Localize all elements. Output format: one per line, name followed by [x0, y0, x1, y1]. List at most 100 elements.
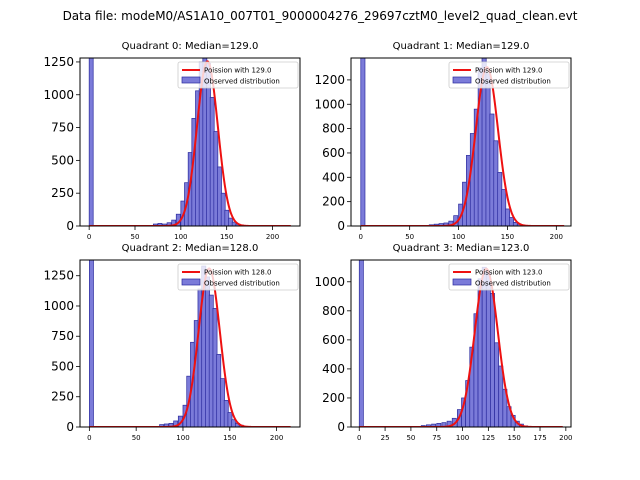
x-tick-label: 50 — [406, 434, 415, 442]
y-tick-label: 0 — [337, 219, 345, 233]
y-tick-label: 600 — [322, 333, 345, 347]
y-tick-label: 400 — [322, 362, 345, 376]
x-tick-label: 0 — [87, 233, 91, 241]
legend-box — [448, 61, 570, 89]
y-tick-label: 500 — [51, 359, 74, 373]
histogram-bar — [489, 113, 495, 226]
subplot-title: Quadrant 2: Median=128.0 — [122, 243, 259, 254]
y-tick-label: 250 — [51, 390, 74, 404]
y-tick-label: 250 — [51, 186, 74, 200]
axes-frame — [79, 57, 301, 227]
histogram-bar — [358, 260, 364, 427]
legend-label-observed: Observed distribution — [475, 78, 551, 86]
x-tick-label: 50 — [405, 233, 414, 241]
y-tick-label: 1250 — [43, 55, 74, 69]
histogram-bar — [443, 222, 449, 226]
histogram-bar — [485, 272, 491, 427]
y-tick-label: 0 — [66, 420, 74, 434]
subplot-quadrant-0: Quadrant 0: Median=129.00250500750100012… — [43, 41, 301, 241]
poisson-curve — [89, 60, 291, 226]
y-tick-label: 800 — [322, 122, 345, 136]
legend-box — [177, 61, 299, 89]
x-tick-label: 100 — [174, 233, 187, 241]
x-tick-label: 100 — [452, 233, 465, 241]
histogram-bar — [494, 342, 500, 427]
histogram-bar — [88, 58, 94, 226]
y-tick-label: 400 — [322, 170, 345, 184]
y-tick-label: 800 — [322, 304, 345, 318]
x-tick-label: 200 — [266, 233, 279, 241]
poisson-curve — [359, 267, 563, 427]
y-tick-label: 0 — [66, 219, 74, 233]
x-tick-label: 200 — [550, 233, 563, 241]
histogram-bar — [157, 223, 163, 226]
legend-bar-swatch — [452, 278, 472, 286]
legend-box — [448, 263, 570, 291]
subplot-title: Quadrant 0: Median=129.0 — [122, 41, 259, 52]
histogram-bar — [490, 293, 495, 427]
legend-label-observed: Observed distribution — [204, 280, 280, 288]
legend: Poission with 128.0 Observed distribution — [177, 263, 299, 291]
histogram-bar — [481, 266, 487, 427]
y-tick-label: 1000 — [43, 88, 74, 102]
histogram-bar — [163, 423, 169, 427]
x-tick-label: 0 — [357, 434, 361, 442]
y-tick-label: 1200 — [314, 73, 345, 87]
figure-suptitle: Data file: modeM0/AS1A10_007T01_90000042… — [63, 9, 578, 23]
y-tick-label: 200 — [322, 195, 345, 209]
x-tick-label: 150 — [223, 434, 236, 442]
x-tick-label: 200 — [559, 434, 572, 442]
y-tick-label: 1250 — [43, 269, 74, 283]
y-tick-label: 1000 — [314, 97, 345, 111]
y-tick-label: 500 — [51, 153, 74, 167]
legend-box — [177, 263, 299, 291]
histogram-bar — [441, 422, 447, 427]
y-tick-label: 750 — [51, 329, 74, 343]
y-tick-label: 600 — [322, 146, 345, 160]
plot-area — [88, 58, 291, 226]
x-tick-label: 100 — [456, 434, 469, 442]
legend-bar-swatch — [181, 76, 201, 84]
x-tick-label: 50 — [132, 434, 141, 442]
legend: Poission with 129.0 Observed distribution — [177, 61, 299, 89]
legend-bar-swatch — [181, 278, 201, 286]
x-tick-label: 25 — [381, 434, 390, 442]
subplot-quadrant-3: Quadrant 3: Median=123.0 0 200 400 600 800 100… — [314, 243, 572, 442]
legend-bar-swatch — [452, 76, 472, 84]
legend-label-poisson: Poission with 123.0 — [475, 269, 543, 277]
axes-frame — [350, 259, 572, 428]
histogram-bar — [431, 423, 437, 427]
x-tick-label: 50 — [131, 233, 140, 241]
histogram-bar — [426, 424, 431, 427]
histogram-bar — [166, 222, 172, 226]
histogram-bar — [498, 365, 504, 427]
legend-label-poisson: Poission with 129.0 — [475, 67, 543, 75]
legend-label-poisson: Poission with 128.0 — [204, 269, 272, 277]
subplot-quadrant-1: Quadrant 1: Median=129.0 0 200 400 600 800 100… — [314, 41, 572, 241]
y-tick-label: 200 — [322, 391, 345, 405]
legend-label-poisson: Poission with 129.0 — [204, 67, 272, 75]
subplot-title: Quadrant 1: Median=129.0 — [393, 41, 530, 52]
axes-frame — [79, 259, 301, 428]
y-tick-label: 0 — [337, 420, 345, 434]
x-tick-label: 75 — [432, 434, 441, 442]
x-tick-label: 150 — [501, 233, 514, 241]
legend: Poission with 129.0 Observed distribution — [448, 61, 570, 89]
x-tick-label: 100 — [176, 434, 189, 442]
legend-label-observed: Observed distribution — [475, 280, 551, 288]
x-tick-label: 150 — [220, 233, 233, 241]
histogram-bar — [360, 58, 366, 226]
y-tick-label: 1000 — [314, 275, 345, 289]
legend: Poission with 123.0 Observed distribution — [448, 263, 570, 291]
histogram-bar — [438, 223, 444, 226]
x-tick-label: 175 — [533, 434, 546, 442]
histogram-bar — [89, 260, 94, 427]
subplot-grid: Quadrant 0: Median=129.00250500750100012… — [43, 41, 572, 442]
axes-frame — [350, 57, 572, 227]
x-tick-label: 200 — [270, 434, 283, 442]
y-tick-label: 750 — [51, 121, 74, 135]
subplot-quadrant-2: Quadrant 2: Median=128.0 0 250 500 750 1000 12… — [43, 243, 301, 442]
y-tick-label: 1000 — [43, 299, 74, 313]
x-tick-label: 0 — [359, 233, 363, 241]
